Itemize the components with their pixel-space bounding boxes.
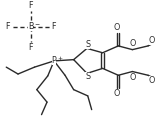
Text: O: O <box>129 73 136 82</box>
Text: S: S <box>85 40 90 49</box>
Text: O: O <box>114 89 120 98</box>
Text: P: P <box>52 56 56 65</box>
Text: +: + <box>57 56 62 61</box>
Text: B: B <box>28 22 33 31</box>
Text: O: O <box>149 36 155 45</box>
Text: −: − <box>35 21 40 26</box>
Text: F: F <box>51 22 55 31</box>
Text: F: F <box>6 22 10 31</box>
Text: S: S <box>85 72 90 81</box>
Text: O: O <box>149 76 155 85</box>
Text: F: F <box>28 1 33 10</box>
Text: O: O <box>114 23 120 32</box>
Text: O: O <box>129 39 136 48</box>
Text: F: F <box>28 43 33 52</box>
